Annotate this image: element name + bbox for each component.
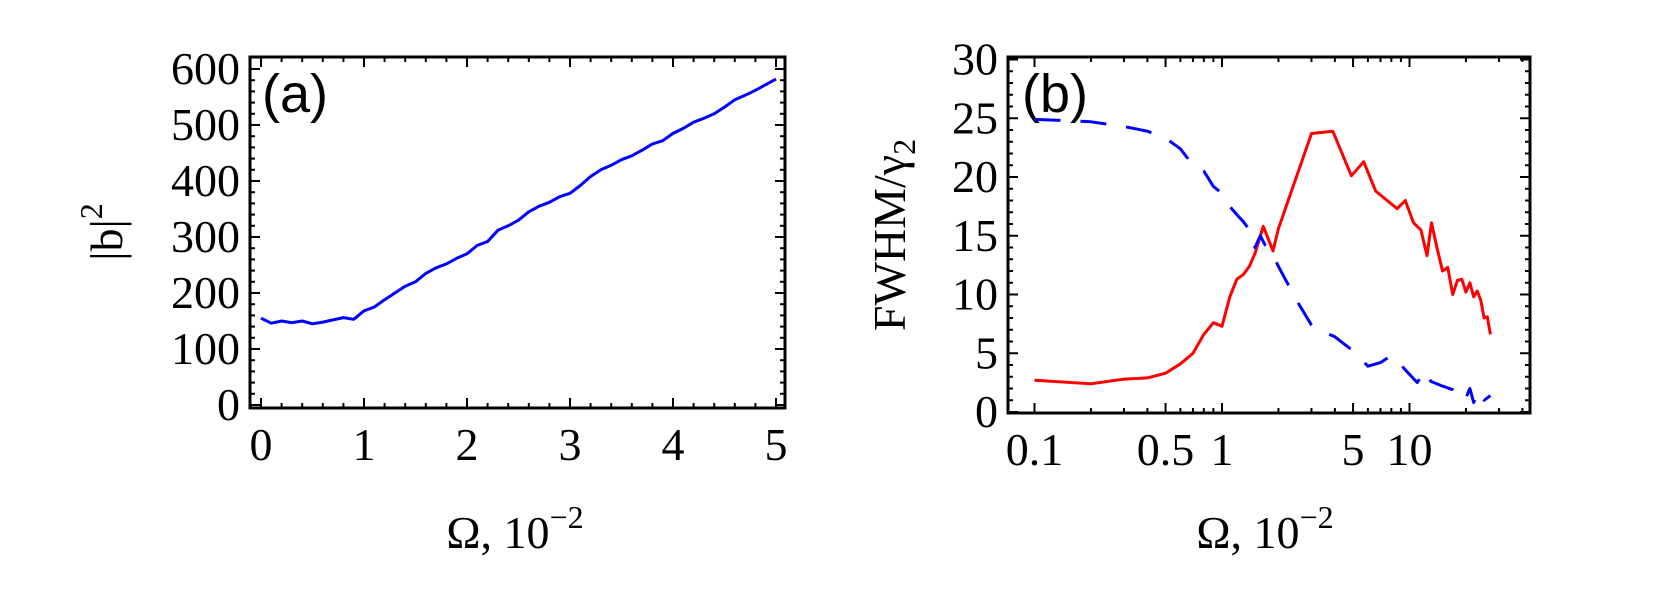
panel-a-ylabel-text: |b| xyxy=(81,219,132,260)
panel-a-xtick-label: 0 xyxy=(250,419,273,470)
panel-b-label: (b) xyxy=(1022,64,1088,124)
panel-a-xtick-label: 4 xyxy=(662,419,685,470)
panel-b-xlabel-exp: −2 xyxy=(1300,499,1334,535)
panel-a-ylabel-exp: 2 xyxy=(73,203,109,219)
panel-b-xtick-label: 0.1 xyxy=(1006,424,1064,475)
panel-a-xtick-label: 2 xyxy=(456,419,479,470)
panel-b-xlabel: Ω, 10−2 xyxy=(1196,499,1333,558)
panel-b-ytick-label: 5 xyxy=(975,327,998,378)
panel-a-xlabel-text: Ω, 10 xyxy=(446,507,549,558)
panel-b-xtick-label: 0.5 xyxy=(1137,424,1195,475)
panel-a-ytick-label: 400 xyxy=(171,155,240,206)
panel-a-ytick-label: 0 xyxy=(217,379,240,430)
panel-a-ytick-label: 500 xyxy=(171,99,240,150)
panel-a-label: (a) xyxy=(262,64,328,124)
panel-a-ytick-label: 300 xyxy=(171,211,240,262)
panel-a-xtick-label: 5 xyxy=(765,419,788,470)
panel-b-ytick-label: 0 xyxy=(975,386,998,437)
panel-b-ytick-label: 30 xyxy=(952,34,998,85)
panel-b-ylabel-sub: 2 xyxy=(886,139,922,155)
panel-b-xtick-label: 10 xyxy=(1387,424,1433,475)
panel-a-xlabel: Ω, 10−2 xyxy=(446,499,583,558)
panel-a-xtick-label: 1 xyxy=(353,419,376,470)
panel-b-ytick-label: 15 xyxy=(952,210,998,261)
panel-a-ytick-label: 200 xyxy=(171,267,240,318)
panel-a-series-blue-solid-line xyxy=(260,77,777,326)
panel-a-xlabel-exp: −2 xyxy=(550,499,584,535)
panel-a-plot-frame xyxy=(248,55,787,410)
panel-b-series-blue-dashed-line xyxy=(1034,117,1492,405)
panel-b-ytick-label: 20 xyxy=(952,151,998,202)
panel-b-xlabel-text: Ω, 10 xyxy=(1196,507,1299,558)
panel-b-xtick-label: 5 xyxy=(1342,424,1365,475)
panel-b-ylabel: FWHM/γ2 xyxy=(864,139,922,331)
panel-a-xtick-label: 3 xyxy=(559,419,582,470)
panel-a-ytick-label: 100 xyxy=(171,323,240,374)
panel-b-ytick-label: 10 xyxy=(952,269,998,320)
panel-b-ytick-label: 25 xyxy=(952,92,998,143)
panel-b-xtick-label: 1 xyxy=(1211,424,1234,475)
panel-a-ytick-label: 600 xyxy=(171,43,240,94)
panel-b-ylabel-text: FWHM/γ xyxy=(864,155,915,331)
panel-b-series-red-solid-line xyxy=(1034,129,1492,386)
panel-a-ylabel: |b|2 xyxy=(73,203,132,260)
